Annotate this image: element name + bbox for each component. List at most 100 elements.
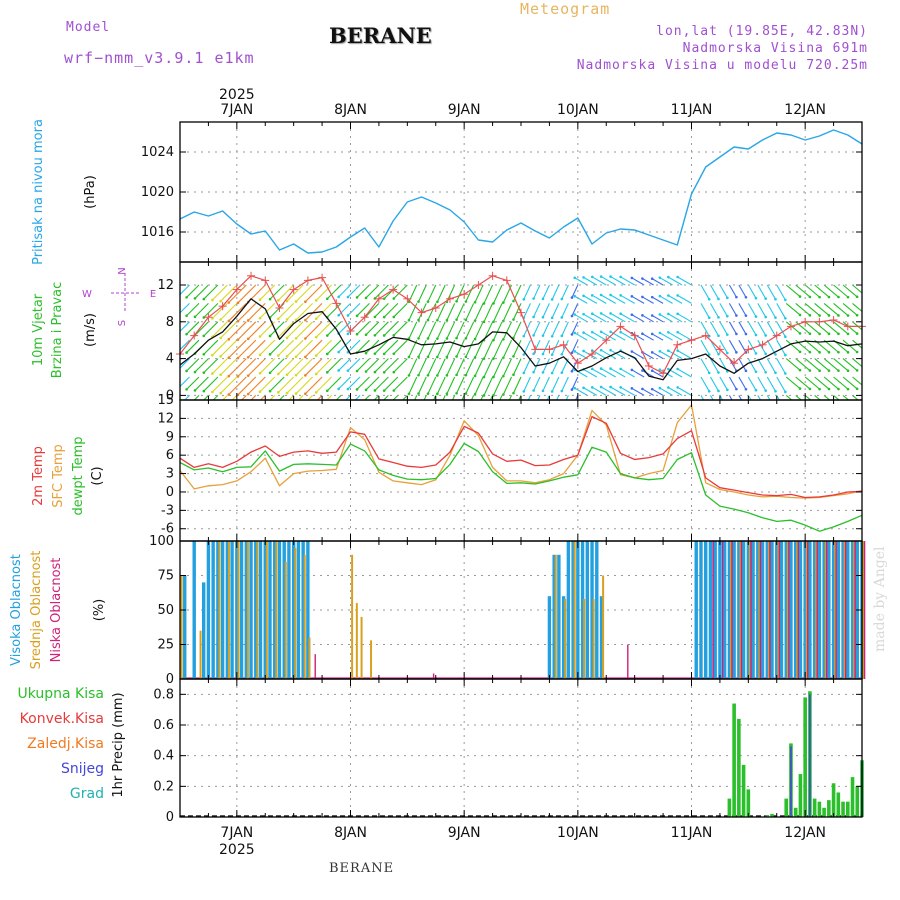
wind-arrow-head — [355, 296, 359, 299]
wind-arrow — [823, 358, 839, 372]
wind-arrow — [842, 302, 858, 316]
wind-arrow — [259, 303, 276, 319]
top-day-label: 12JAN — [784, 102, 826, 118]
wind-arrow — [436, 303, 446, 321]
wind-arrow-head — [808, 295, 812, 299]
wind-arrow — [785, 284, 801, 297]
wind-arrow — [365, 339, 380, 354]
cloud-mid-bar — [777, 541, 780, 679]
cloud-high-bar — [846, 541, 850, 679]
wind-arrow-head — [754, 296, 758, 300]
wind-arrow-head — [650, 369, 654, 373]
bottom-day-label: 10JAN — [557, 825, 599, 841]
wind-arrow — [502, 376, 513, 395]
cloud-mid-bar — [180, 575, 183, 679]
wind-arrow-head — [522, 298, 526, 301]
cloud-mid-bar — [583, 598, 586, 679]
wind-arrow-head — [630, 368, 634, 372]
cloud-high-bar — [220, 541, 225, 679]
wind-arrow — [427, 303, 437, 321]
wind-arrow-head — [619, 294, 622, 297]
wind-arrow — [259, 395, 266, 400]
wind-arrow-head — [177, 369, 180, 372]
wind-arrow-head — [875, 406, 878, 409]
wind-arrow — [659, 387, 673, 396]
wind-arrow — [620, 331, 635, 341]
bottom-day-label: 12JAN — [784, 825, 826, 841]
wind-arrow — [461, 395, 465, 400]
elevation: Nadmorska Visina 691m — [682, 41, 868, 56]
cloud-high-bar — [775, 541, 779, 679]
wind-arrow-head — [268, 334, 272, 338]
wind-arrow-head — [818, 332, 821, 336]
wind-arrow-head — [392, 334, 396, 337]
wind-arrow — [804, 321, 820, 335]
wind-arrow — [194, 284, 209, 299]
wind-arrow-head — [392, 352, 396, 356]
wind-arrow — [228, 339, 247, 359]
wind-arrow-head — [436, 374, 439, 377]
wind-arrow-head — [764, 389, 767, 392]
wind-arrow-head — [599, 312, 603, 315]
wind-arrow — [842, 339, 858, 353]
wind-arrow-head — [294, 337, 298, 340]
wind-arrow-head — [717, 389, 720, 393]
wind-arrow-head — [865, 295, 868, 298]
wind-arrow-head — [492, 375, 495, 379]
wind-arrow-head — [219, 410, 222, 413]
precip-rain-bar — [850, 777, 855, 817]
wind-arrow-head — [560, 334, 564, 338]
wind-arrow-head — [847, 406, 850, 409]
wind-arrow-head — [667, 331, 670, 334]
wind-arrow — [483, 358, 494, 378]
wind-arrow — [383, 284, 399, 300]
wind-arrow-head — [346, 387, 350, 391]
cloud-mid-bar — [370, 640, 373, 679]
wind-arrow — [571, 358, 579, 372]
wind-arrow — [546, 395, 550, 400]
wind-arrow — [418, 284, 427, 302]
wind-arrow-head — [268, 353, 272, 356]
wind-arrow-head — [304, 355, 307, 359]
wind-arrow — [651, 388, 664, 396]
cloud-high-bar — [183, 575, 187, 679]
wind-arrow — [304, 284, 323, 303]
wind-arrow-head — [382, 297, 386, 300]
wind-arrow-head — [582, 386, 585, 390]
wind-arrow-head — [754, 333, 758, 337]
wind-arrow-head — [455, 410, 458, 413]
wind-arrow — [414, 395, 418, 400]
wind-arrow-head — [177, 406, 180, 409]
wind-arrow — [335, 395, 342, 400]
wind-arrow-head — [373, 315, 377, 319]
wind-arrow — [518, 395, 522, 400]
wind-arrow — [247, 321, 266, 340]
wind-arrow-head — [582, 276, 585, 279]
wind-arrow — [259, 284, 276, 301]
wind-arrow-head — [455, 299, 458, 303]
wind-arrow — [861, 377, 862, 378]
wind-arrow-head — [492, 302, 495, 305]
wind-arrow — [852, 376, 862, 386]
cloud-high-bar — [296, 541, 301, 679]
wind-arrow — [512, 321, 522, 339]
wind-arrow — [533, 339, 541, 354]
wind-arrow — [823, 321, 839, 335]
wind-arrow — [316, 395, 323, 400]
wind-arrow — [237, 376, 257, 396]
wind-arrow-head — [246, 337, 250, 341]
precip-legend-2: Zaledj.Kisa — [27, 736, 104, 752]
cloud-low-bar — [759, 541, 762, 679]
wind-arrow-head — [784, 335, 787, 338]
cloud-high-label: Visoka Oblacnost — [9, 554, 24, 666]
cloud-high-bar — [590, 541, 594, 679]
wind-arrow — [228, 321, 247, 340]
wind-arrow — [180, 376, 190, 388]
wind-arrow — [833, 284, 849, 298]
wind-arrow-head — [185, 351, 188, 354]
wind-arrow-head — [658, 331, 662, 335]
wind-arrow-head — [374, 408, 377, 411]
wind-arrow-head — [512, 355, 515, 358]
wind-arrow — [211, 358, 228, 374]
wind-arrow-head — [464, 355, 468, 359]
